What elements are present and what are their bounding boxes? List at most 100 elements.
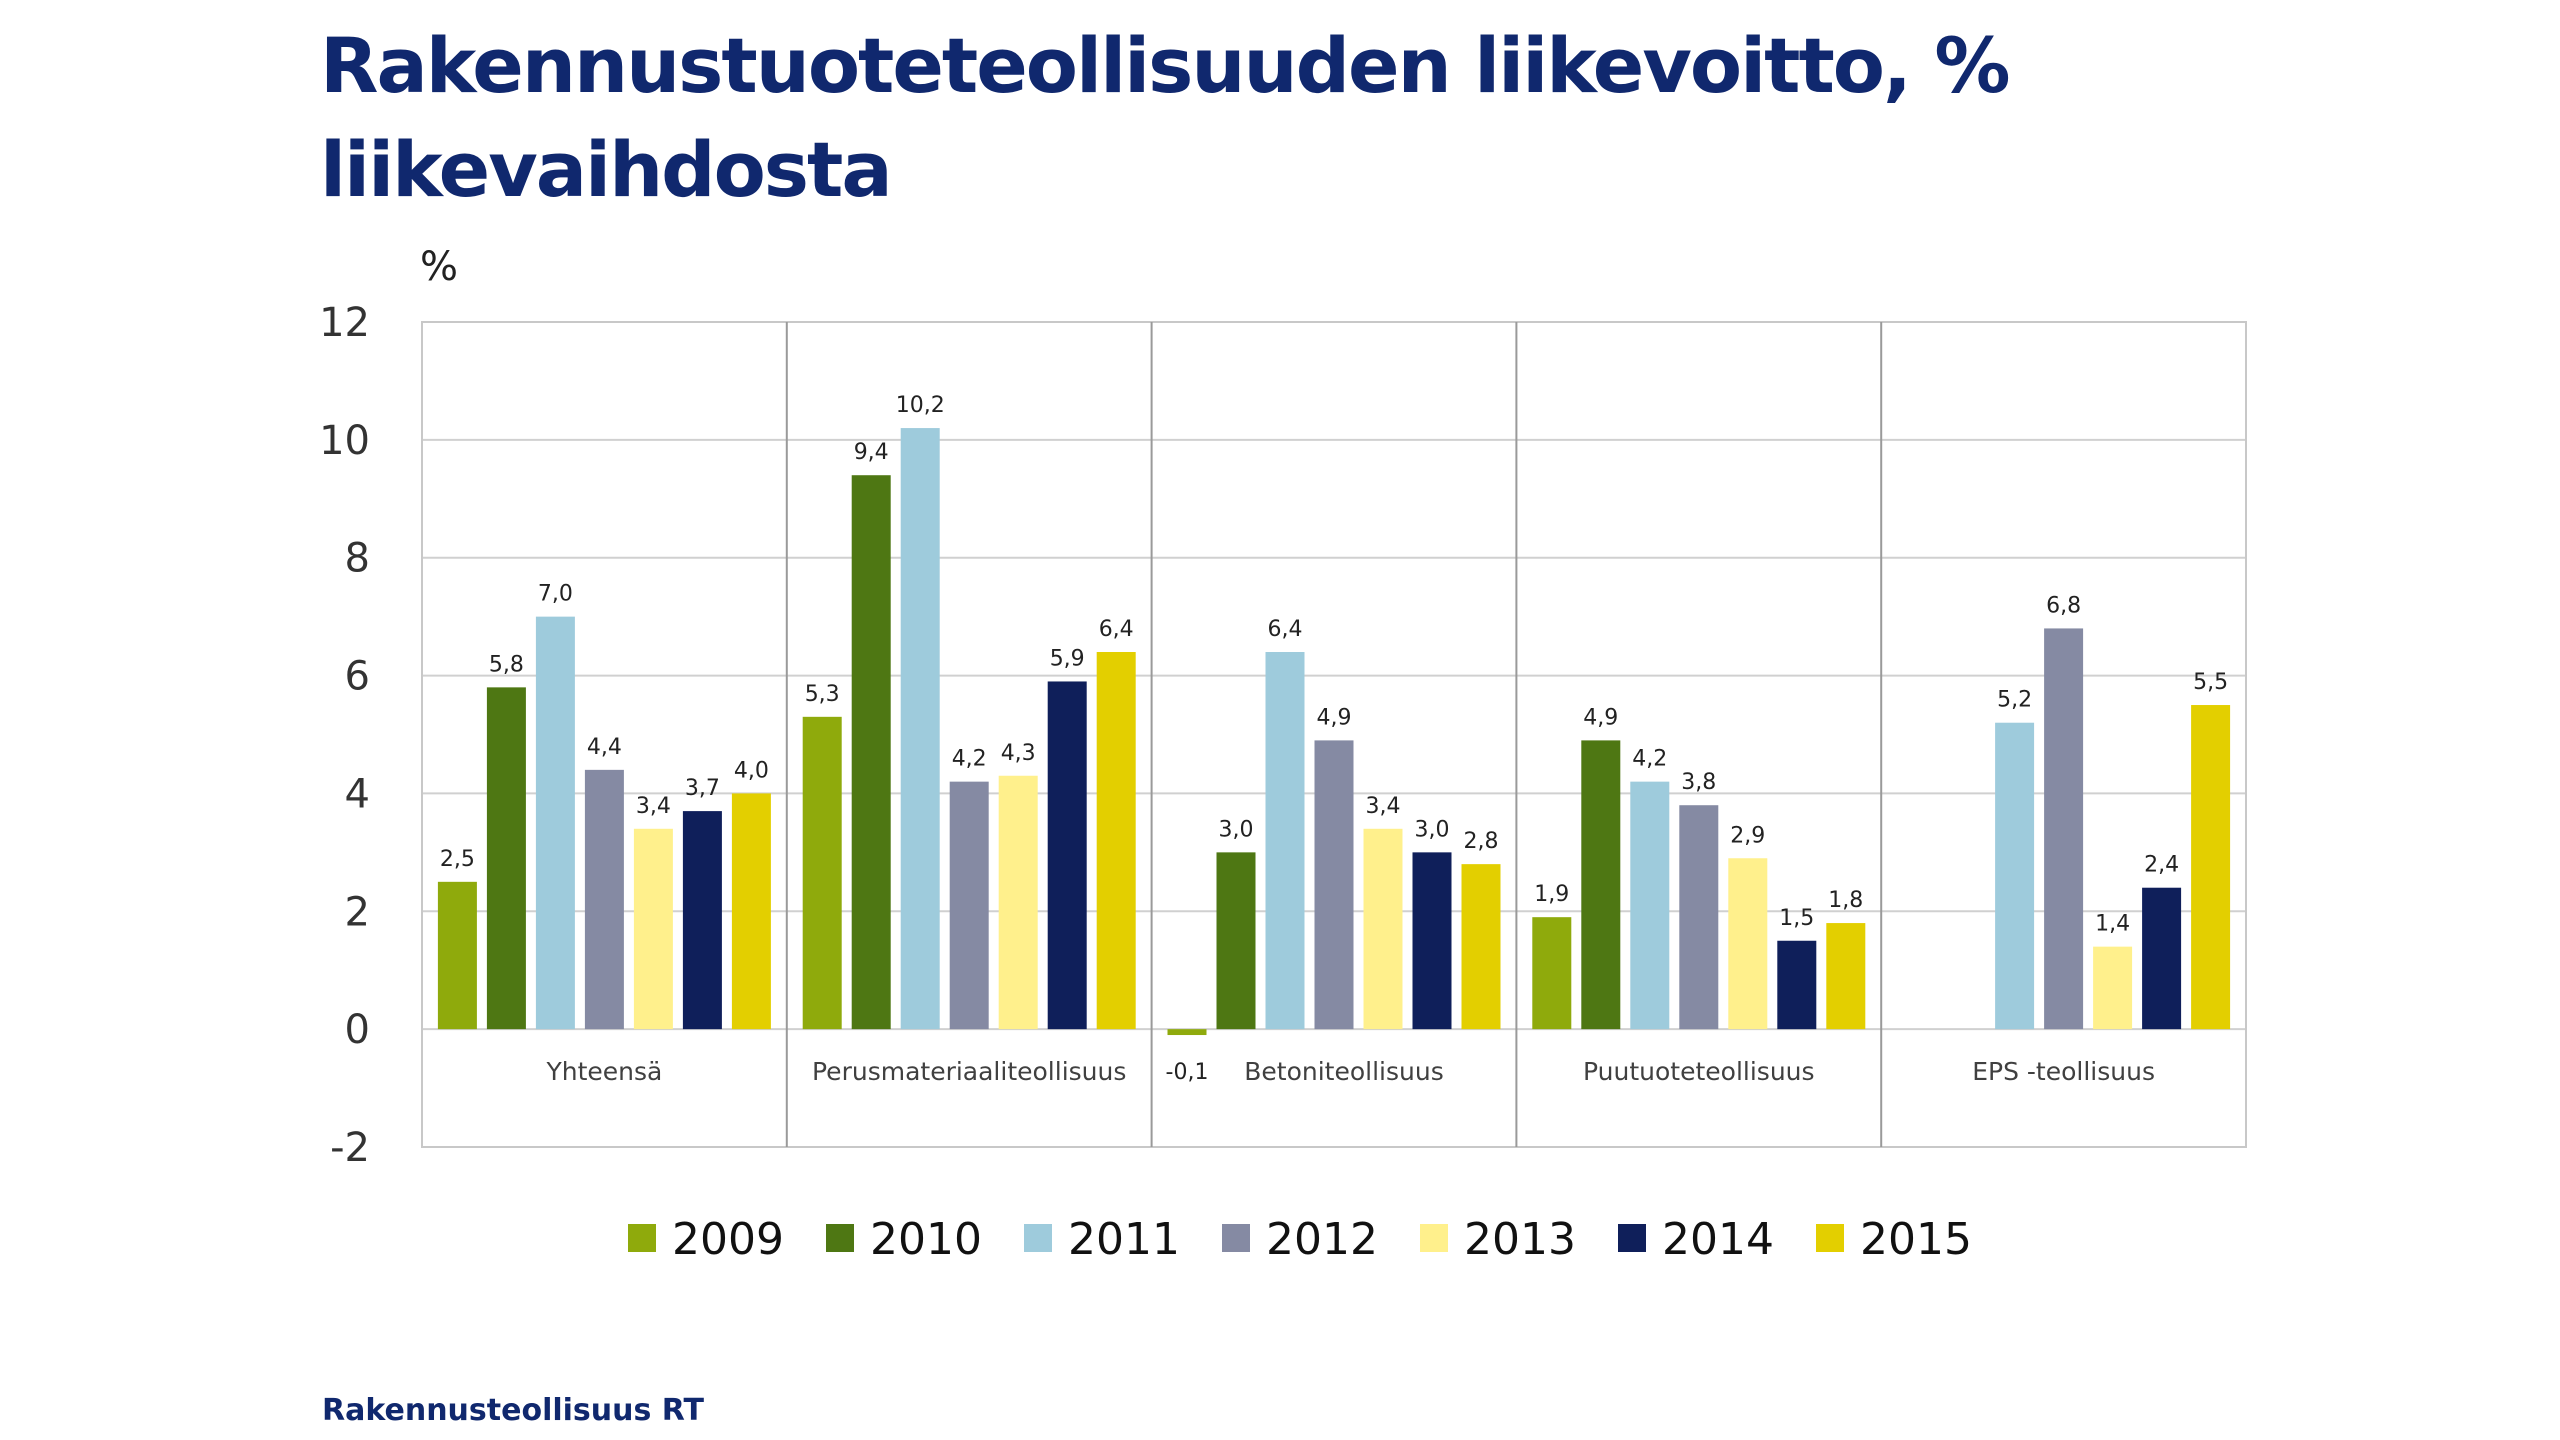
data-label: 2,8 <box>1464 829 1499 854</box>
category-label: Betoniteollisuus <box>1244 1057 1443 1086</box>
data-label: 3,7 <box>685 776 720 801</box>
bar <box>1047 681 1087 1030</box>
data-label: 4,3 <box>1001 741 1036 766</box>
legend-swatch <box>826 1224 854 1252</box>
category-label: Puutuoteteollisuus <box>1583 1057 1815 1086</box>
data-label: 4,9 <box>1317 705 1352 730</box>
category-label: EPS -teollisuus <box>1972 1057 2155 1086</box>
bar <box>802 716 842 1030</box>
legend-label: 2013 <box>1464 1214 1576 1265</box>
data-label: 1,8 <box>1828 888 1863 913</box>
legend-label: 2010 <box>870 1214 982 1265</box>
legend-label: 2009 <box>672 1214 784 1265</box>
bar <box>535 616 575 1030</box>
data-label: 10,2 <box>896 393 945 418</box>
bar <box>900 428 940 1030</box>
bar <box>1630 781 1670 1030</box>
data-label: 6,4 <box>1099 617 1134 642</box>
bar <box>1532 917 1572 1030</box>
data-label: 3,4 <box>1366 794 1401 819</box>
legend-swatch <box>1420 1224 1448 1252</box>
data-label: 5,8 <box>489 652 524 677</box>
data-label: 4,0 <box>734 758 769 783</box>
page-title: Rakennustuoteteollisuuden liikevoitto, %… <box>320 21 2010 214</box>
bar <box>437 881 477 1030</box>
data-label: -0,1 <box>1166 1060 1209 1085</box>
y-tick-label: 8 <box>345 536 370 582</box>
data-label: 4,2 <box>1632 747 1667 772</box>
data-label: 5,3 <box>805 682 840 707</box>
bar <box>1995 722 2035 1030</box>
y-axis-unit: % <box>420 244 458 290</box>
chart-legend: 2009 2010 2011 2012 2013 2014 2015 <box>628 1214 1972 1265</box>
data-label: 4,4 <box>587 735 622 760</box>
bar <box>2044 628 2084 1030</box>
chart-bars <box>437 428 2231 1036</box>
data-label: 3,0 <box>1415 817 1450 842</box>
legend-swatch <box>1618 1224 1646 1252</box>
legend-swatch <box>1222 1224 1250 1252</box>
bar <box>1826 923 1866 1030</box>
data-label: 9,4 <box>854 440 889 465</box>
y-tick-label: 2 <box>345 889 370 935</box>
y-tick-label: 6 <box>345 654 370 700</box>
data-label: 3,0 <box>1219 817 1254 842</box>
data-label: 3,8 <box>1681 770 1716 795</box>
bar <box>1314 740 1354 1030</box>
chart-data-labels: 2,5 5,3 -0,1 1,9 5,8 9,4 3,0 4,9 7,0 10,2 6,4 4,2 5,… <box>440 393 2228 1085</box>
bar <box>2093 946 2133 1030</box>
data-label: 4,2 <box>952 747 987 772</box>
bar <box>1216 852 1256 1030</box>
legend-label: 2011 <box>1068 1214 1180 1265</box>
bar <box>1728 858 1768 1030</box>
bar <box>2191 705 2231 1030</box>
bar <box>1412 852 1452 1030</box>
legend-label: 2015 <box>1860 1214 1972 1265</box>
legend-label: 2014 <box>1662 1214 1774 1265</box>
category-label: Perusmateriaaliteollisuus <box>812 1057 1126 1086</box>
bar <box>1096 652 1136 1030</box>
bar <box>2142 887 2182 1030</box>
y-tick-label: 0 <box>345 1007 370 1053</box>
bar <box>1581 740 1621 1030</box>
bar <box>949 781 989 1030</box>
y-axis-ticks: 12 10 8 6 4 2 0 -2 <box>319 300 370 1171</box>
source-footer: Rakennusteollisuus RT <box>322 1393 705 1428</box>
bar <box>682 811 722 1030</box>
legend-swatch <box>1024 1224 1052 1252</box>
bar <box>584 769 624 1030</box>
data-label: 5,9 <box>1050 646 1085 671</box>
y-tick-label: 10 <box>319 418 370 464</box>
legend-swatch <box>628 1224 656 1252</box>
data-label: 7,0 <box>538 582 573 607</box>
data-label: 2,9 <box>1730 823 1765 848</box>
bar <box>1167 1029 1207 1036</box>
x-axis-categories: Yhteensä Perusmateriaaliteollisuus Betonit… <box>545 1057 2155 1086</box>
data-label: 1,5 <box>1779 906 1814 931</box>
data-label: 5,2 <box>1997 688 2032 713</box>
data-label: 1,9 <box>1534 882 1569 907</box>
y-tick-label: -2 <box>330 1125 370 1171</box>
bar <box>1679 805 1719 1030</box>
bar <box>1777 940 1817 1030</box>
y-tick-label: 4 <box>345 771 370 817</box>
plot-border <box>421 321 2247 1148</box>
y-tick-label: 12 <box>319 300 370 346</box>
data-label: 6,8 <box>2046 593 2081 618</box>
bar <box>851 475 891 1030</box>
bar <box>1265 652 1305 1030</box>
bar <box>633 828 673 1030</box>
data-label: 3,4 <box>636 794 671 819</box>
data-label: 1,4 <box>2095 912 2130 937</box>
bar <box>486 687 526 1030</box>
bar <box>731 793 771 1030</box>
data-label: 2,4 <box>2144 853 2179 878</box>
bar <box>1461 864 1501 1030</box>
legend-swatch <box>1816 1224 1844 1252</box>
data-label: 6,4 <box>1268 617 1303 642</box>
bar <box>998 775 1038 1030</box>
data-label: 2,5 <box>440 847 475 872</box>
data-label: 5,5 <box>2193 670 2228 695</box>
legend-label: 2012 <box>1266 1214 1378 1265</box>
